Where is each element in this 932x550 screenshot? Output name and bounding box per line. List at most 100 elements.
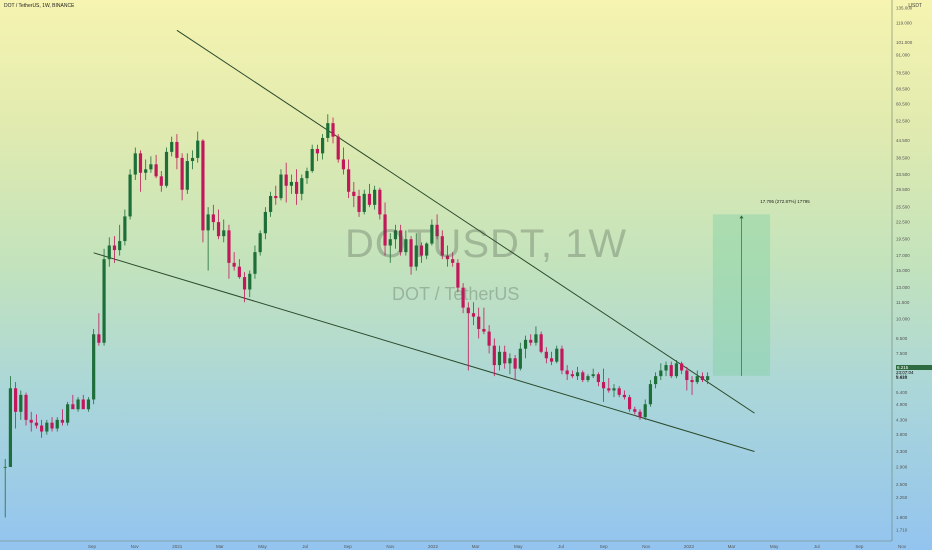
candle <box>664 361 668 377</box>
candle <box>253 245 257 279</box>
candle <box>258 230 262 256</box>
candle-body <box>196 140 200 158</box>
candle-body <box>206 214 210 231</box>
candle <box>617 386 621 398</box>
candle-body <box>664 365 668 371</box>
y-tick-label: 7.500 <box>896 351 908 356</box>
candle-body <box>669 365 673 377</box>
candle-body <box>471 313 476 317</box>
candle <box>24 392 28 426</box>
candle-body <box>362 193 366 212</box>
candle <box>81 394 85 410</box>
candle <box>14 382 18 429</box>
candle <box>690 376 694 395</box>
candle <box>383 202 387 256</box>
price-below: 5.920 <box>896 375 908 380</box>
candle <box>55 417 59 432</box>
candle <box>144 159 148 181</box>
candle-body <box>3 466 7 468</box>
candle <box>461 283 465 314</box>
y-tick-label: 11.500 <box>896 300 910 305</box>
y-tick-label: 13.000 <box>896 285 910 290</box>
candle <box>628 394 632 412</box>
candle <box>648 380 653 407</box>
candle <box>305 167 309 184</box>
x-tick-label: Nov <box>386 544 395 549</box>
candle-body <box>518 348 522 369</box>
candle <box>529 334 533 346</box>
candle <box>242 272 247 303</box>
x-tick-label: Nov <box>898 544 907 549</box>
candle <box>352 181 356 208</box>
candle <box>92 328 96 405</box>
candle <box>347 159 351 199</box>
candle-body <box>175 141 179 158</box>
candle-body <box>71 404 75 410</box>
candle-body <box>393 230 398 240</box>
candle-body <box>654 376 658 385</box>
candle-body <box>399 230 403 253</box>
candle <box>341 147 346 175</box>
y-tick-label: 3.300 <box>896 449 908 454</box>
candle-body <box>154 164 158 177</box>
candle <box>190 150 195 170</box>
candle-body <box>227 230 231 263</box>
candle-body <box>680 363 684 371</box>
candle <box>175 134 179 170</box>
candle <box>471 302 476 326</box>
candle <box>185 153 189 194</box>
candle-body <box>248 273 252 290</box>
target-arrow-head <box>739 215 744 219</box>
x-tick-label: Sep <box>600 544 609 549</box>
candle-body <box>19 394 23 412</box>
candle-body <box>40 425 44 432</box>
trendline-lower <box>93 252 755 452</box>
candle-body <box>118 241 122 251</box>
candle <box>445 245 450 267</box>
candle <box>685 366 689 391</box>
x-tick-label: Jul <box>814 544 820 549</box>
candle-body <box>300 178 304 194</box>
candle-body <box>419 245 424 256</box>
candle <box>643 399 647 420</box>
y-tick-label: 60.500 <box>896 101 910 106</box>
y-tick-label: 29.500 <box>896 187 910 192</box>
candle <box>544 347 548 364</box>
candle-body <box>451 259 455 263</box>
candle <box>315 144 320 162</box>
x-tick-label: Nov <box>131 544 140 549</box>
candle <box>216 209 221 240</box>
candle <box>487 325 491 354</box>
candle <box>654 372 658 389</box>
candle-body <box>341 159 346 170</box>
candle-body <box>513 358 517 369</box>
candle <box>586 374 590 383</box>
candle <box>50 417 54 432</box>
y-tick-label: 22.500 <box>896 220 910 225</box>
y-tick-label: 2.900 <box>896 464 908 469</box>
candle <box>638 409 642 420</box>
y-tick-label: 8.500 <box>896 336 908 341</box>
candle <box>560 345 564 375</box>
y-axis-ticks: 1.710 1.900 2.250 2.500 2.900 3.300 3.800 4.300… <box>896 6 913 533</box>
candle-body <box>685 370 689 381</box>
candle <box>76 397 80 412</box>
candle <box>170 136 174 157</box>
y-tick-label: 91.000 <box>896 53 910 58</box>
candle <box>45 419 49 435</box>
candle <box>248 270 252 298</box>
candle <box>706 372 710 385</box>
candle <box>466 302 470 371</box>
candle <box>440 230 444 260</box>
candle <box>601 368 606 402</box>
trendline-upper <box>176 29 755 414</box>
candle <box>435 214 439 240</box>
candle <box>373 185 377 210</box>
candle <box>591 368 595 379</box>
candle-body <box>628 397 632 410</box>
candle <box>393 224 398 249</box>
chart-header: DOT / TetherUS, 1W, BINANCE <box>4 3 75 9</box>
candle-layer <box>3 114 710 518</box>
